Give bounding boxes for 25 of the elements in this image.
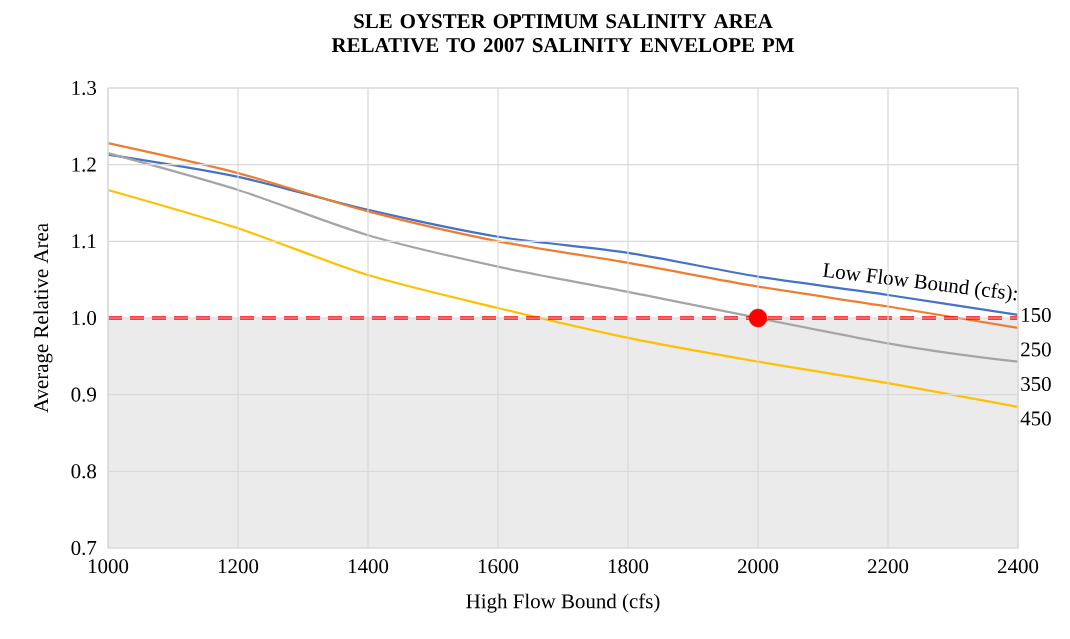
x-tick-label: 1400	[348, 559, 389, 574]
x-tick-label: 2400	[998, 559, 1039, 574]
x-axis-title: High Flow Bound (cfs)	[466, 593, 660, 613]
line-series	[106, 188, 1020, 409]
y-axis-title: Average Relative Area	[33, 223, 53, 413]
y-tick-label: 1.1	[72, 234, 96, 249]
y-tick-label: 1.0	[72, 310, 97, 326]
line-series	[106, 152, 1020, 363]
series-label: 350	[1021, 376, 1051, 391]
series-label: 150	[1022, 307, 1051, 322]
x-tick-label: 1000	[88, 559, 129, 574]
legend-title: Low Flow Bound (cfs):	[822, 263, 1017, 304]
x-tick-label: 2000	[738, 559, 779, 574]
series-label: 250	[1021, 342, 1051, 357]
x-tick-label: 1200	[218, 559, 259, 574]
x-tick-label: 2200	[868, 559, 909, 574]
chart-title: SLE OYSTER OPTIMUM SALINITY AREA RELATIVE TO 2007 SALINITY ENVELOPE PM	[331, 14, 794, 53]
y-tick-label: 1.2	[72, 157, 96, 172]
y-tick-label: 1.3	[72, 80, 97, 96]
y-tick-label: 0.8	[71, 464, 97, 479]
y-tick-label: 0.9	[71, 387, 96, 402]
x-tick-label: 1800	[608, 559, 649, 574]
series-label: 450	[1020, 411, 1051, 426]
x-tick-label: 1600	[478, 559, 519, 574]
y-tick-label: 0.7	[71, 540, 97, 556]
